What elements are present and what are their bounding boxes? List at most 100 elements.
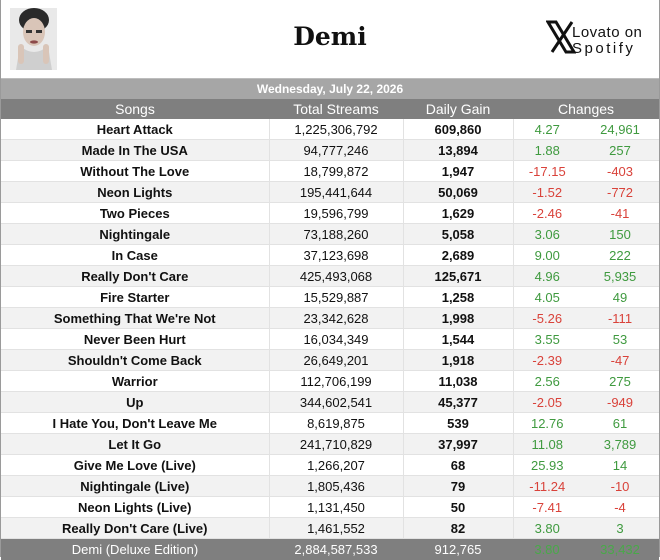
change-count: 61 xyxy=(581,413,659,434)
song-name: Let It Go xyxy=(1,434,269,455)
daily-gain: 125,671 xyxy=(403,266,513,287)
brand-line-2: Spotify xyxy=(572,40,635,57)
change-percent: -5.26 xyxy=(513,308,581,329)
song-name: Never Been Hurt xyxy=(1,329,269,350)
daily-gain: 11,038 xyxy=(403,371,513,392)
total-streams: 1,266,207 xyxy=(269,455,403,476)
daily-gain: 1,947 xyxy=(403,161,513,182)
daily-gain: 50,069 xyxy=(403,182,513,203)
brand-line-1: Lovato on xyxy=(572,24,642,41)
change-percent: -2.46 xyxy=(513,203,581,224)
change-percent: 3.80 xyxy=(513,518,581,539)
change-percent: -2.05 xyxy=(513,392,581,413)
change-count: 257 xyxy=(581,140,659,161)
total-streams: 15,529,887 xyxy=(269,287,403,308)
total-streams: 26,649,201 xyxy=(269,350,403,371)
change-count: -10 xyxy=(581,476,659,497)
change-count: 222 xyxy=(581,245,659,266)
total-streams: 73,188,260 xyxy=(269,224,403,245)
change-count: 275 xyxy=(581,371,659,392)
change-count: 53 xyxy=(581,329,659,350)
total-streams: 241,710,829 xyxy=(269,434,403,455)
change-count: 24,961 xyxy=(581,119,659,140)
total-streams: 195,441,644 xyxy=(269,182,403,203)
streams-table: Songs Total Streams Daily Gain Changes H… xyxy=(1,99,659,560)
change-count: -403 xyxy=(581,161,659,182)
daily-gain: 50 xyxy=(403,497,513,518)
daily-gain: 79 xyxy=(403,476,513,497)
total-streams: 16,034,349 xyxy=(269,329,403,350)
total-streams: 23,342,628 xyxy=(269,308,403,329)
daily-gain: 37,997 xyxy=(403,434,513,455)
daily-gain: 45,377 xyxy=(403,392,513,413)
daily-gain: 68 xyxy=(403,455,513,476)
daily-gain: 1,544 xyxy=(403,329,513,350)
change-percent: 1.88 xyxy=(513,140,581,161)
column-header-changes: Changes xyxy=(513,99,659,119)
change-count: 3,789 xyxy=(581,434,659,455)
song-name: Without The Love xyxy=(1,161,269,182)
change-percent: -17.15 xyxy=(513,161,581,182)
total-streams: 19,596,799 xyxy=(269,203,403,224)
daily-gain: 609,860 xyxy=(403,119,513,140)
daily-gain: 82 xyxy=(403,518,513,539)
change-count: 5,935 xyxy=(581,266,659,287)
total-streams: 344,602,541 xyxy=(269,392,403,413)
page-header: Demi Lovato on Spotify xyxy=(1,0,659,79)
change-percent: 3.06 xyxy=(513,224,581,245)
song-name: Two Pieces xyxy=(1,203,269,224)
change-percent: 4.96 xyxy=(513,266,581,287)
column-header-songs: Songs xyxy=(1,99,269,119)
daily-gain: 1,918 xyxy=(403,350,513,371)
column-header-daily-gain: Daily Gain xyxy=(403,99,513,119)
total-streams: 37,123,698 xyxy=(269,245,403,266)
song-name: Fire Starter xyxy=(1,287,269,308)
total-streams: 112,706,199 xyxy=(269,371,403,392)
change-count: 14 xyxy=(581,455,659,476)
total-streams: 1,131,450 xyxy=(269,497,403,518)
change-percent: -7.41 xyxy=(513,497,581,518)
song-name: Nightingale (Live) xyxy=(1,476,269,497)
change-count: -111 xyxy=(581,308,659,329)
daily-gain: 1,998 xyxy=(403,308,513,329)
daily-gain: 13,894 xyxy=(403,140,513,161)
brand-logo: Lovato on Spotify xyxy=(544,20,649,58)
total-streams: 94,777,246 xyxy=(269,140,403,161)
song-name: Something That We're Not xyxy=(1,308,269,329)
change-percent: 4.05 xyxy=(513,287,581,308)
song-name: Neon Lights (Live) xyxy=(1,497,269,518)
change-count: 49 xyxy=(581,287,659,308)
change-count: -41 xyxy=(581,203,659,224)
table-header-row: Songs Total Streams Daily Gain Changes xyxy=(1,99,659,119)
daily-gain: 539 xyxy=(403,413,513,434)
song-name: In Case xyxy=(1,245,269,266)
column-header-total-streams: Total Streams xyxy=(269,99,403,119)
change-count: -772 xyxy=(581,182,659,203)
total-streams: 18,799,872 xyxy=(269,161,403,182)
song-name: Give Me Love (Live) xyxy=(1,455,269,476)
change-count: -949 xyxy=(581,392,659,413)
date-banner: Wednesday, July 22, 2026 xyxy=(1,79,659,99)
song-name: Up xyxy=(1,392,269,413)
change-percent: 3.55 xyxy=(513,329,581,350)
song-name: Heart Attack xyxy=(1,119,269,140)
song-name: Really Don't Care (Live) xyxy=(1,518,269,539)
change-percent: 2.56 xyxy=(513,371,581,392)
song-name: Made In The USA xyxy=(1,140,269,161)
daily-gain: 1,629 xyxy=(403,203,513,224)
